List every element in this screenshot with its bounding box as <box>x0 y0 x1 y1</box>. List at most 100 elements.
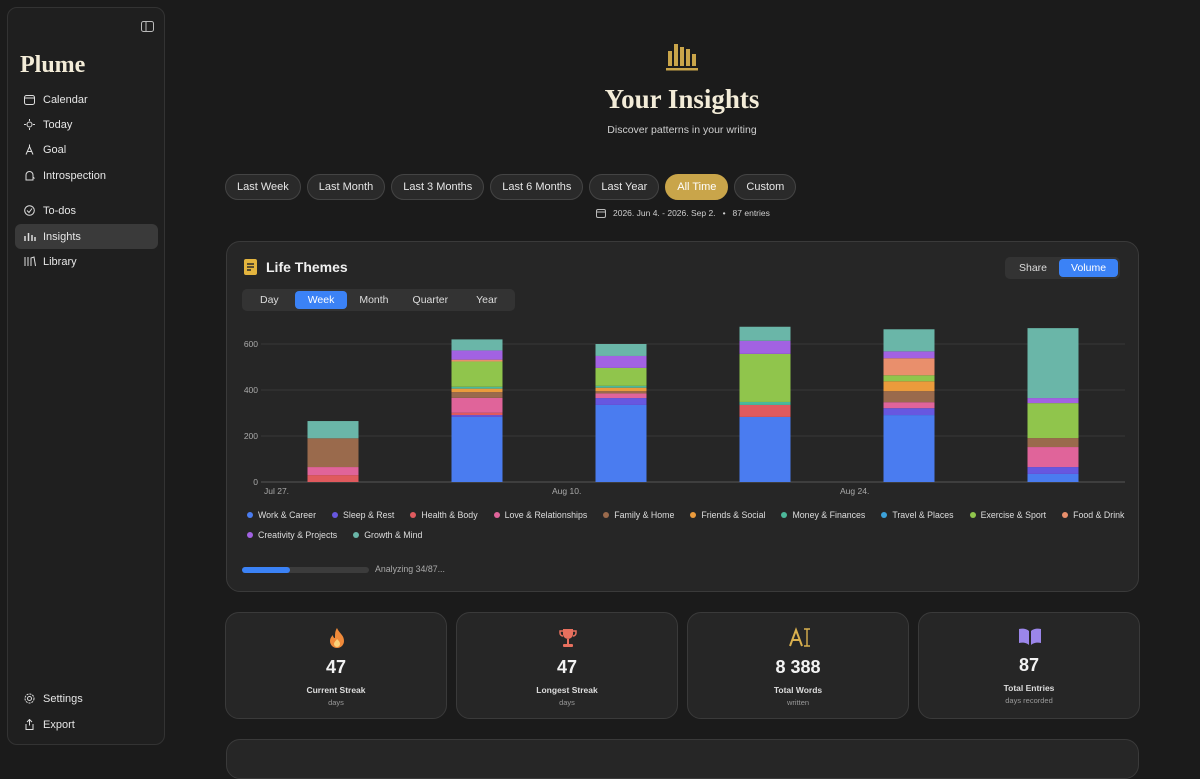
legend-item: Exercise & Sport <box>969 510 1047 520</box>
legend-label: Growth & Mind <box>364 530 423 540</box>
stat-label: Longest Streak <box>536 685 598 695</box>
bar-segment <box>739 401 791 405</box>
page: Plume Insights {"sidebar": {"brand": "Pl… <box>7 7 1140 779</box>
legend-label: Family & Home <box>614 510 675 520</box>
brand: Plume <box>20 52 86 78</box>
period-option[interactable]: Month <box>359 294 389 306</box>
legend-label: Food & Drink <box>1073 510 1125 520</box>
legend-swatch <box>493 512 500 518</box>
sidebar: Plume Calendar Today Goal Introspection … <box>7 7 165 745</box>
legend-item: Friends & Social <box>690 510 765 520</box>
nav-item[interactable]: Library <box>15 249 158 274</box>
mode-option[interactable]: Share <box>1019 262 1048 274</box>
legend-swatch <box>332 512 339 518</box>
next-card <box>226 739 1139 779</box>
filter-pill[interactable]: Last Year <box>589 174 660 200</box>
bar-segment <box>883 402 935 409</box>
bar-segment <box>451 415 503 417</box>
sidebar-toggle[interactable] <box>141 21 155 33</box>
progress-fill <box>242 567 290 573</box>
nav-label: Settings <box>43 692 83 705</box>
bar-segment <box>451 339 503 351</box>
filter-pill[interactable]: Last Week <box>225 174 301 200</box>
nav-label: Calendar <box>43 93 88 106</box>
nav-label: Today <box>43 118 73 131</box>
stat-icon <box>330 628 344 648</box>
legend-item: Money & Finances <box>781 510 865 520</box>
legend-label: Sleep & Rest <box>343 510 395 520</box>
stat-sub: written <box>786 698 810 707</box>
legend-label: Health & Body <box>421 510 478 520</box>
stat-card: 47 Longest Streak days <box>456 612 678 719</box>
legend-swatch <box>353 532 360 538</box>
period-option[interactable]: Quarter <box>412 294 449 306</box>
nav-item[interactable]: Goal <box>15 137 158 162</box>
period-option[interactable]: Year <box>476 294 498 306</box>
bar-segment <box>883 329 935 352</box>
nav-label: Insights <box>43 230 81 243</box>
nav-label: Library <box>43 255 77 268</box>
bar-segment <box>1027 438 1079 448</box>
filter-pill[interactable]: Last Month <box>306 174 386 200</box>
bar-segment <box>451 412 503 416</box>
legend: Work & Career Sleep & Rest Health & Body Lo… <box>247 510 1127 540</box>
bar-segment <box>883 391 935 403</box>
bar-segment <box>1027 473 1079 482</box>
period-toggle: Day Week Month Quarter Year <box>242 289 516 311</box>
legend-item: Growth & Mind <box>353 530 422 540</box>
chart: 0 200 400 600 Jul 27. Aug 10. Aug 24. <box>244 326 1125 496</box>
bar-segment <box>739 416 791 482</box>
bar-segment <box>1027 403 1079 439</box>
nav-item[interactable]: Insights <box>15 224 158 249</box>
nav-label: Introspection <box>43 169 106 182</box>
bar-segment <box>451 397 503 413</box>
legend-item: Creativity & Projects <box>247 530 337 540</box>
nav-item[interactable]: Introspection <box>15 163 158 188</box>
bar-segment <box>595 367 647 386</box>
legend-swatch <box>247 512 253 518</box>
mode-option[interactable]: Volume <box>1059 259 1119 277</box>
filter-pill[interactable]: All Time <box>665 174 729 200</box>
legend-label: Exercise & Sport <box>980 510 1047 520</box>
stat-card: 87 Total Entries days recorded <box>918 612 1140 719</box>
period-option[interactable]: Day <box>260 294 279 306</box>
header-icon <box>666 44 698 71</box>
page-subtitle: Discover patterns in your writing <box>607 124 757 136</box>
stat-label: Total Words <box>773 685 823 695</box>
bar-segment <box>307 438 359 468</box>
bar-segment <box>595 355 647 368</box>
nav-label: To-dos <box>43 204 77 217</box>
legend-label: Work & Career <box>258 510 317 520</box>
stat-value: 47 <box>556 657 578 677</box>
bar-segment <box>883 381 935 392</box>
stat-icon <box>789 627 810 647</box>
nav-item[interactable]: Calendar <box>15 87 158 112</box>
stat-sub: days <box>328 698 344 707</box>
bar-segment <box>595 404 647 482</box>
nav-item[interactable]: To-dos <box>15 198 158 223</box>
mode-toggle: Share Volume <box>1005 257 1121 279</box>
nav-item[interactable]: Export <box>15 712 158 737</box>
stat-sub: days <box>559 698 575 707</box>
filter-pill[interactable]: Last 6 Months <box>490 174 584 200</box>
bar-segment <box>1027 328 1079 399</box>
legend-swatch <box>781 512 788 518</box>
legend-item: Travel & Places <box>881 510 954 520</box>
legend-item: Family & Home <box>603 510 674 520</box>
bar-segment <box>739 340 791 354</box>
nav-item[interactable]: Settings <box>15 686 158 711</box>
filter-pill[interactable]: Custom <box>734 174 797 200</box>
legend-swatch <box>603 512 610 518</box>
bar-segment <box>307 421 359 439</box>
nav-item[interactable]: Today <box>15 112 158 137</box>
range-filters: Last Week Last Month Last 3 Months Last … <box>225 174 797 200</box>
bar-segment <box>595 344 647 356</box>
x-tick-label: Aug 24. <box>840 486 869 496</box>
bar-segment <box>883 415 935 482</box>
stat-icon <box>1019 628 1041 645</box>
bar-segment <box>1027 447 1079 468</box>
filter-pill[interactable]: Last 3 Months <box>391 174 485 200</box>
period-option[interactable]: Week <box>294 291 348 309</box>
bar-segment <box>307 467 359 476</box>
bar-segment <box>451 350 503 360</box>
